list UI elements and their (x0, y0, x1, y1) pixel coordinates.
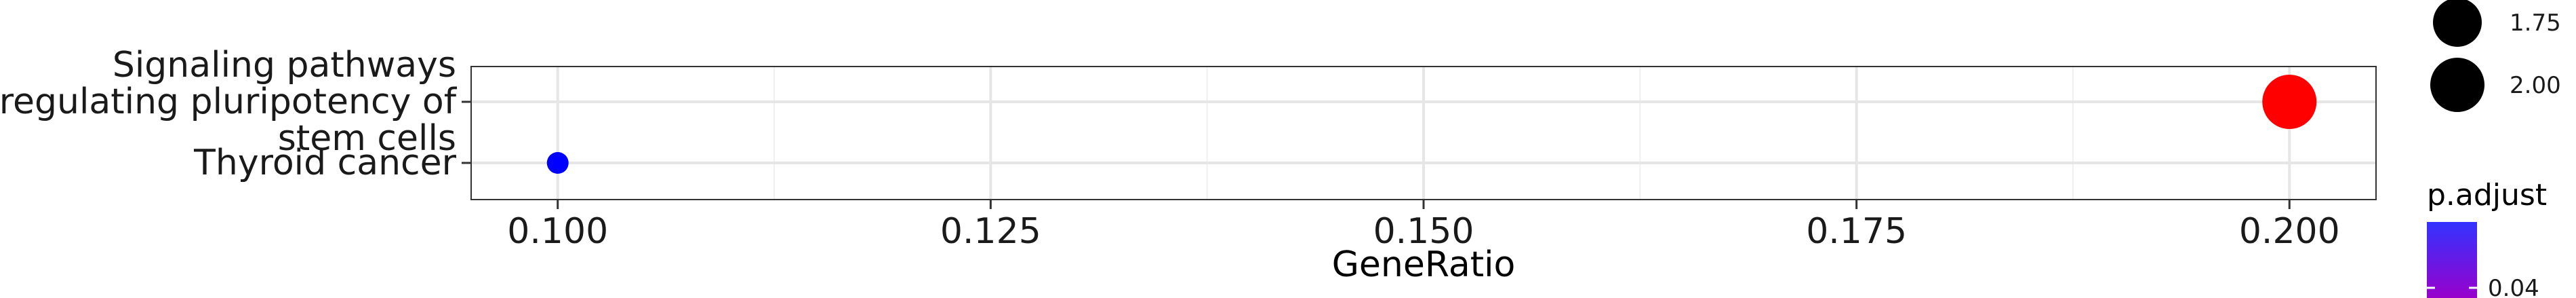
size-legend-dot (2430, 58, 2484, 112)
x-axis-title: GeneRatio (1332, 244, 1516, 285)
x-tick-label: 0.125 (940, 211, 1041, 252)
legend: p.adjust 1.75 2.00 0.04 (2427, 0, 2561, 298)
x-tick-label: 0.150 (1373, 211, 1474, 252)
grid-lines (471, 67, 2376, 200)
x-tick-label: 0.175 (1806, 211, 1907, 252)
x-tick-label: 0.200 (2239, 211, 2340, 252)
size-legend-label: 1.75 (2510, 10, 2561, 37)
y-tick-label: Signaling pathways regulating pluripotenc… (0, 45, 458, 159)
colorbar-label: 0.04 (2488, 275, 2539, 298)
y-tick-label: Thyroid cancer (193, 143, 457, 183)
x-axis-ticks: 0.100 0.125 0.150 0.175 0.200 (507, 200, 2340, 252)
data-point (546, 152, 569, 174)
p-adjust-colorbar (2427, 222, 2477, 298)
p-adjust-legend-title: p.adjust (2427, 178, 2547, 212)
x-tick-label: 0.100 (507, 211, 608, 252)
size-legend-dot (2433, 0, 2482, 47)
y-axis-ticks: Signaling pathways regulating pluripotenc… (0, 45, 471, 183)
data-points (546, 75, 2317, 174)
size-legend-label: 2.00 (2510, 72, 2561, 99)
data-point (2262, 75, 2317, 129)
